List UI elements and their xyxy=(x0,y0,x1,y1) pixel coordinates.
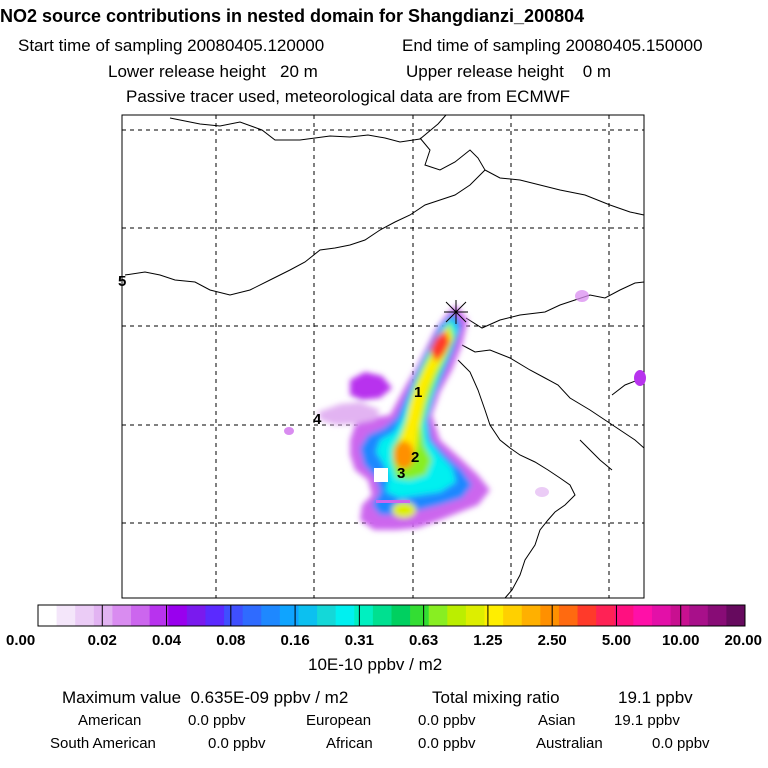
colorbar-cell xyxy=(335,605,355,626)
colorbar-cell xyxy=(558,605,579,626)
coastlines xyxy=(124,114,645,599)
colorbar-cell xyxy=(391,605,411,626)
site-marker-2: 2 xyxy=(411,449,419,466)
colorbar-tick-label: 0.04 xyxy=(152,632,182,649)
end-time-label: End time of sampling 20080405.150000 xyxy=(402,36,703,55)
release-point-marker xyxy=(444,300,468,324)
colorbar-tick-label: 0.16 xyxy=(280,632,309,649)
colorbar-tick-label: 2.50 xyxy=(538,632,567,649)
colorbar-cell xyxy=(596,605,616,626)
colorbar-tick-label: 20.00 xyxy=(724,632,762,649)
lower-release-label: Lower release height 20 m xyxy=(108,62,318,81)
european-label: European xyxy=(306,712,372,729)
colorbar-cell xyxy=(410,605,430,626)
colorbar-cell xyxy=(428,605,448,626)
colorbar-cell xyxy=(224,605,244,626)
colorbar-cell xyxy=(354,605,374,626)
colorbar-cell xyxy=(614,605,634,626)
colorbar xyxy=(37,604,746,627)
colorbar-cell xyxy=(503,605,523,626)
colorbar-cell xyxy=(93,605,113,626)
colorbar-tick-label: 5.00 xyxy=(602,632,631,649)
colorbar-cell xyxy=(112,605,132,626)
colorbar-cell xyxy=(205,605,225,626)
colorbar-tick-label: 0.63 xyxy=(409,632,438,649)
tracer-label: Passive tracer used, meteorological data… xyxy=(126,87,571,106)
upper-release-label: Upper release height 0 m xyxy=(406,62,612,81)
colorbar-cell xyxy=(540,605,560,626)
max-value-label: Maximum value 0.635E-09 ppbv / m2 xyxy=(62,688,349,707)
colorbar-tick-label: 0.02 xyxy=(88,632,117,649)
african-value: 0.0 ppbv xyxy=(418,735,476,752)
colorbar-cell xyxy=(689,605,709,626)
colorbar-cell xyxy=(168,605,188,626)
colorbar-frame xyxy=(37,604,746,627)
colorbar-cell xyxy=(465,605,486,626)
asian-label: Asian xyxy=(538,712,576,729)
start-time-label: Start time of sampling 20080405.120000 xyxy=(18,36,325,55)
site-marker-1: 1 xyxy=(414,384,422,401)
total-mixing-value: 19.1 ppbv xyxy=(618,688,693,707)
site-marker-4: 4 xyxy=(313,411,322,428)
colorbar-cell xyxy=(521,605,541,626)
asian-value: 19.1 ppbv xyxy=(614,712,680,729)
colorbar-tick-label: 0.31 xyxy=(345,632,374,649)
colorbar-tick-label: 0.08 xyxy=(216,632,245,649)
colorbar-tick-label: 0.00 xyxy=(6,632,35,649)
site-marker-3: 3 xyxy=(397,465,405,482)
african-label: African xyxy=(326,735,373,752)
site-marker-5: 5 xyxy=(118,273,126,290)
colorbar-cell xyxy=(651,605,672,626)
colorbar-cell xyxy=(484,605,504,626)
colorbar-cell xyxy=(372,605,392,626)
australian-label: Australian xyxy=(536,735,603,752)
colorbar-cell xyxy=(726,605,746,626)
european-value: 0.0 ppbv xyxy=(418,712,476,729)
australian-value: 0.0 ppbv xyxy=(652,735,710,752)
american-value: 0.0 ppbv xyxy=(188,712,246,729)
colorbar-cell xyxy=(707,605,727,626)
colorbar-cell xyxy=(38,605,58,626)
colorbar-cell xyxy=(242,605,262,626)
colorbar-tick-label: 10.00 xyxy=(662,632,700,649)
colorbar-cell xyxy=(298,605,318,626)
colorbar-cell xyxy=(633,605,653,626)
colorbar-tick-label: 1.25 xyxy=(473,632,502,649)
colorbar-cell xyxy=(577,605,597,626)
graticule xyxy=(122,115,644,598)
colorbar-cell xyxy=(186,605,206,626)
colorbar-tick-labels: 0.00 0.02 0.04 0.08 0.16 0.31 0.63 1.25 2.50 5.00… xyxy=(6,632,762,649)
colorbar-cell xyxy=(447,605,467,626)
colorbar-cell xyxy=(317,605,337,626)
page-title: NO2 source contributions in nested domai… xyxy=(0,6,585,26)
american-label: American xyxy=(78,712,142,729)
colorbar-cell xyxy=(131,605,151,626)
colorbar-unit-label: 10E-10 ppbv / m2 xyxy=(308,655,443,674)
colorbar-cell xyxy=(56,605,76,626)
south-american-label: South American xyxy=(50,735,156,752)
colorbar-cell xyxy=(279,605,299,626)
colorbar-cell xyxy=(670,605,690,626)
concentration-plume xyxy=(284,290,646,530)
colorbar-cell xyxy=(149,605,169,626)
colorbar-cell xyxy=(75,605,95,626)
colorbar-cell xyxy=(261,605,281,626)
south-american-value: 0.0 ppbv xyxy=(208,735,266,752)
total-mixing-label: Total mixing ratio xyxy=(432,688,560,707)
